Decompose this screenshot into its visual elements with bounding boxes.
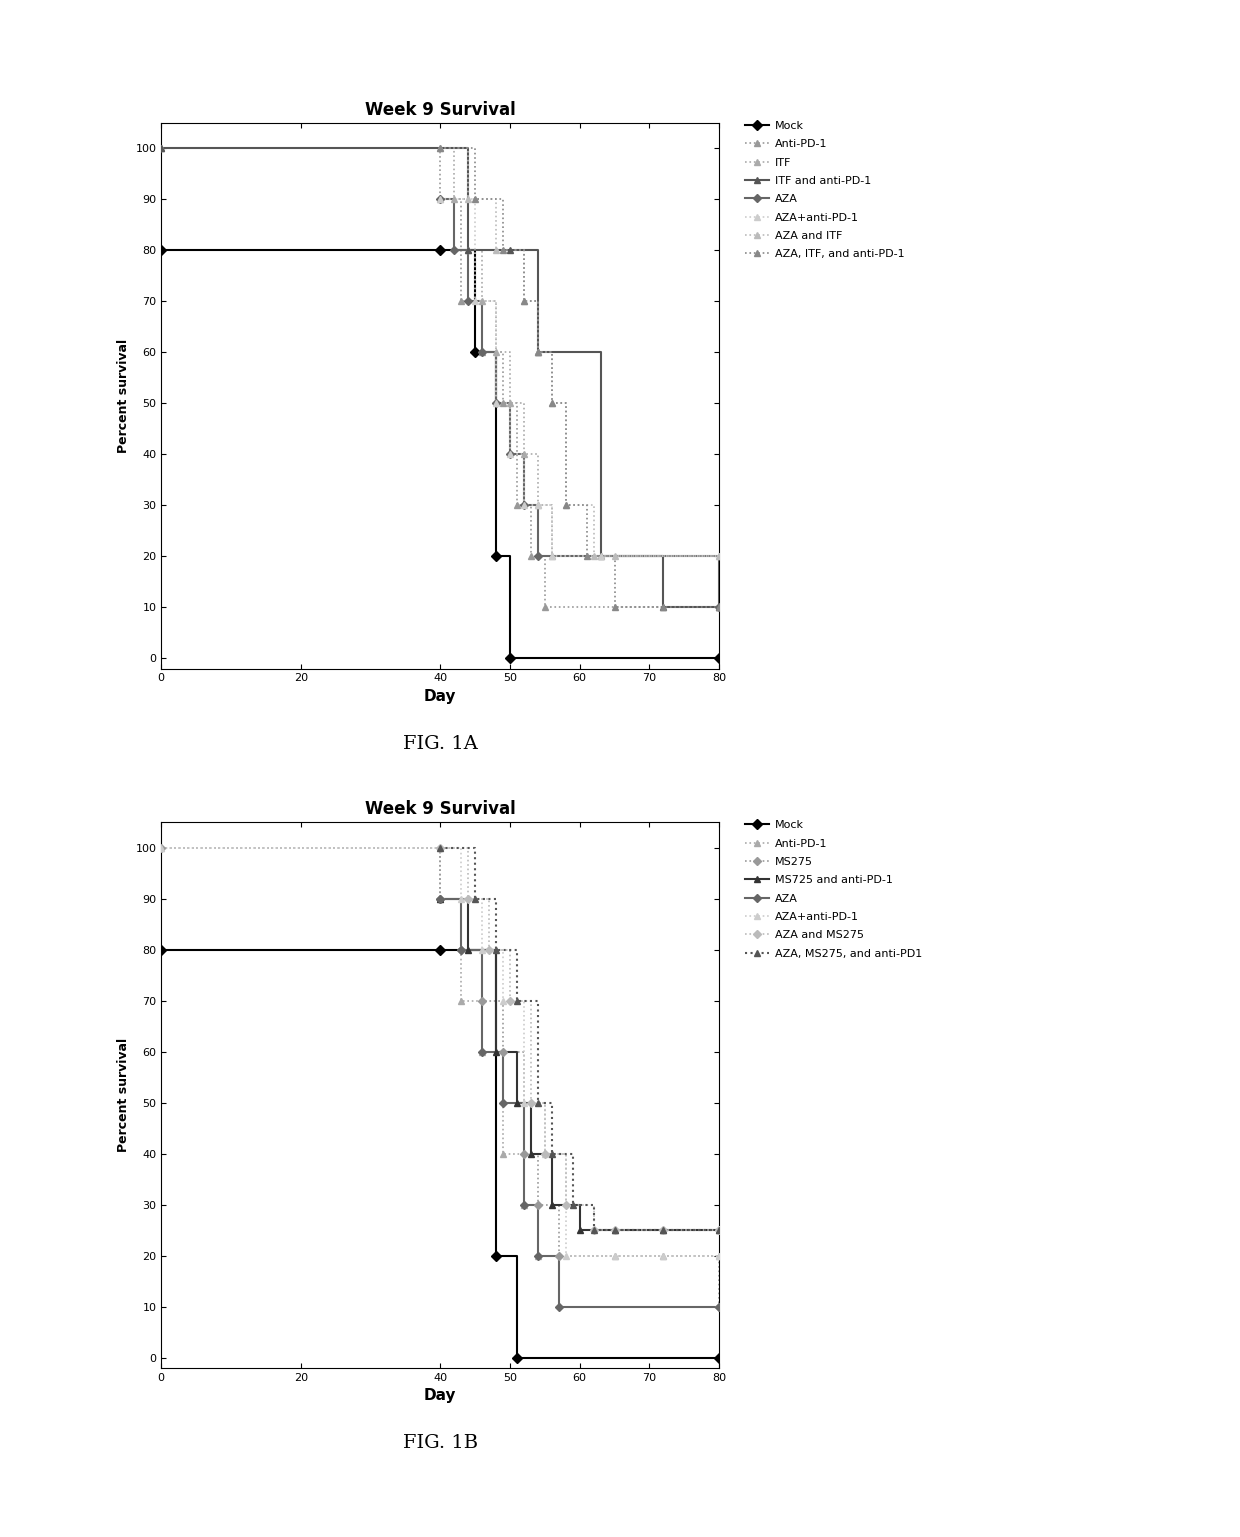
X-axis label: Day: Day — [424, 1388, 456, 1403]
Legend: Mock, Anti-PD-1, ITF, ITF and anti-PD-1, AZA, AZA+anti-PD-1, AZA and ITF, AZA, I: Mock, Anti-PD-1, ITF, ITF and anti-PD-1,… — [742, 118, 908, 263]
Title: Week 9 Survival: Week 9 Survival — [365, 100, 516, 118]
Y-axis label: Percent survival: Percent survival — [117, 338, 130, 453]
Text: FIG. 1B: FIG. 1B — [403, 1434, 477, 1452]
Title: Week 9 Survival: Week 9 Survival — [365, 799, 516, 818]
Legend: Mock, Anti-PD-1, MS275, MS725 and anti-PD-1, AZA, AZA+anti-PD-1, AZA and MS275, : Mock, Anti-PD-1, MS275, MS725 and anti-P… — [742, 818, 925, 962]
X-axis label: Day: Day — [424, 689, 456, 704]
Text: FIG. 1A: FIG. 1A — [403, 735, 477, 753]
Y-axis label: Percent survival: Percent survival — [117, 1037, 130, 1153]
